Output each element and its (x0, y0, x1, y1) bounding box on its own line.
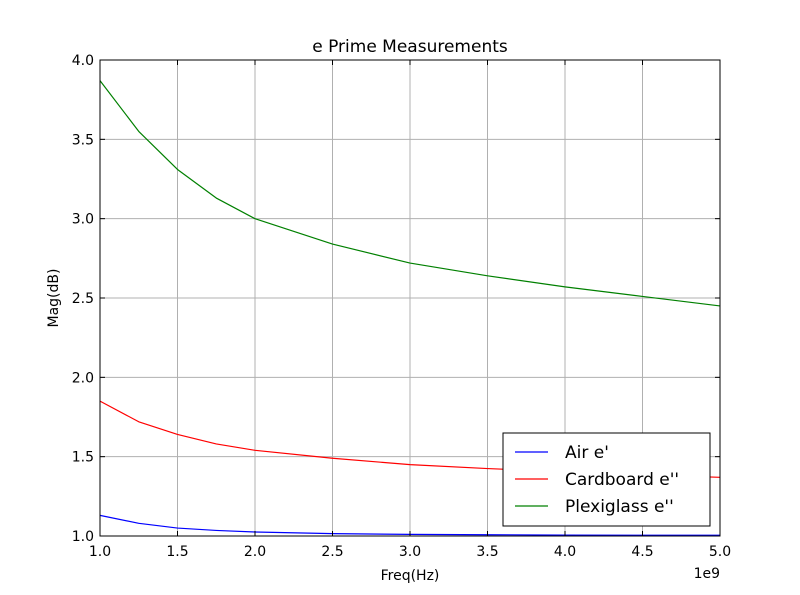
legend-label-2: Plexiglass e'' (565, 497, 674, 517)
series-line-2 (99, 80, 721, 307)
legend-label-0: Air e' (565, 443, 609, 463)
axis-ticks: 1.0 1.5 2.0 2.5 3.0 3.5 4.0 4.5 5.0 1.0 1.5 2.0 2.5 3… (72, 53, 731, 560)
x-tick-label: 1.5 (166, 544, 188, 560)
y-tick-label: 2.5 (72, 291, 94, 307)
x-tick-label: 1.0 (89, 544, 111, 560)
x-tick-label: 5.0 (709, 544, 731, 560)
x-axis-label: Freq(Hz) (381, 568, 440, 584)
x-tick-label: 2.0 (244, 544, 266, 560)
x-axis-offset-label: 1e9 (694, 566, 720, 582)
x-tick-label: 4.5 (631, 544, 653, 560)
y-tick-label: 3.5 (72, 132, 94, 148)
chart-title: e Prime Measurements (312, 37, 508, 57)
x-tick-label: 2.5 (321, 544, 343, 560)
legend-label-1: Cardboard e'' (565, 470, 679, 490)
x-tick-label: 3.0 (399, 544, 421, 560)
y-axis-label: Mag(dB) (46, 269, 62, 328)
y-tick-label: 1.5 (72, 450, 94, 466)
y-tick-label: 1.0 (72, 529, 94, 545)
legend: Air e' Cardboard e'' Plexiglass e'' (502, 432, 711, 527)
y-tick-label: 2.0 (72, 370, 94, 386)
x-tick-label: 4.0 (554, 544, 576, 560)
y-tick-label: 4.0 (72, 53, 94, 69)
y-tick-label: 3.0 (72, 212, 94, 228)
x-tick-label: 3.5 (476, 544, 498, 560)
